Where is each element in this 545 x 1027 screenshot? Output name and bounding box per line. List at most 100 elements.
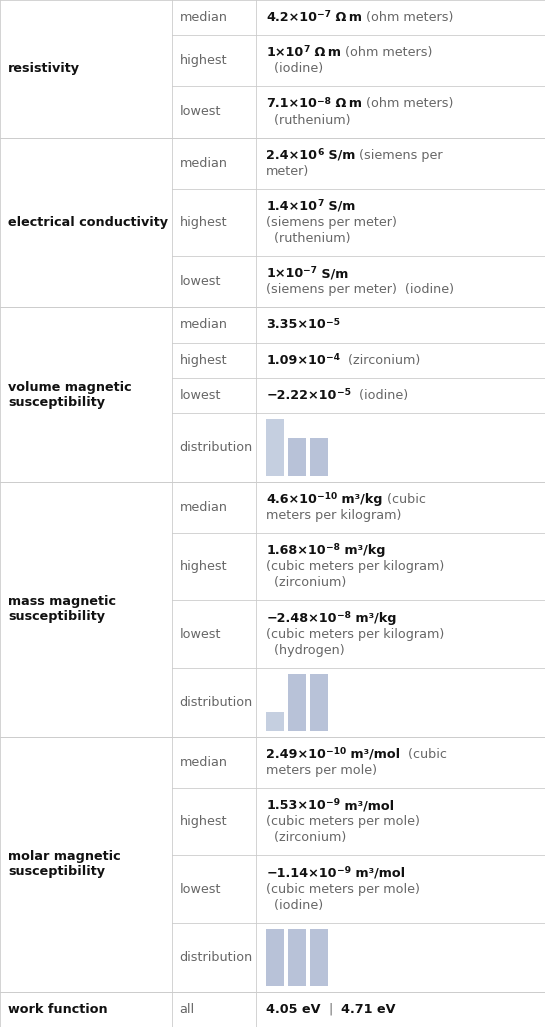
Text: (ruthenium): (ruthenium) (266, 114, 350, 126)
Bar (288, 674, 306, 731)
Text: (cubic meters per mole): (cubic meters per mole) (266, 882, 420, 896)
Text: −8: −8 (326, 543, 340, 553)
Text: highest: highest (180, 561, 227, 573)
Text: distribution: distribution (180, 696, 253, 709)
Text: molar magnetic
susceptibility: molar magnetic susceptibility (8, 850, 120, 878)
Text: (siemens per meter): (siemens per meter) (266, 216, 397, 229)
Text: highest: highest (180, 815, 227, 829)
Text: meters per kilogram): meters per kilogram) (266, 509, 402, 522)
Text: S/m: S/m (324, 149, 355, 161)
Text: (iodine): (iodine) (266, 63, 323, 75)
Text: (zirconium): (zirconium) (266, 832, 347, 844)
Text: highest: highest (180, 54, 227, 67)
Bar (266, 419, 284, 476)
Text: −9: −9 (326, 798, 340, 807)
Text: Ω m: Ω m (331, 11, 362, 24)
Bar (310, 674, 328, 731)
Text: highest: highest (180, 353, 227, 367)
Text: −10: −10 (317, 492, 337, 501)
Text: 4.05 eV: 4.05 eV (266, 1003, 320, 1016)
Text: lowest: lowest (180, 106, 221, 118)
Text: S/m: S/m (324, 200, 355, 213)
Text: median: median (180, 756, 228, 769)
Text: electrical conductivity: electrical conductivity (8, 216, 168, 229)
Text: −10: −10 (326, 747, 346, 756)
Text: highest: highest (180, 216, 227, 229)
Text: −1.14×10: −1.14×10 (266, 867, 337, 879)
Text: 1×10: 1×10 (266, 267, 304, 280)
Text: Ω m: Ω m (331, 98, 362, 111)
Text: (hydrogen): (hydrogen) (266, 644, 345, 656)
Text: S/m: S/m (317, 267, 349, 280)
Text: −5: −5 (336, 388, 350, 396)
Bar (266, 712, 284, 731)
Text: (iodine): (iodine) (266, 899, 323, 912)
Text: Ω m: Ω m (310, 46, 341, 60)
Text: (cubic: (cubic (383, 493, 426, 506)
Text: (ohm meters): (ohm meters) (341, 46, 432, 60)
Text: distribution: distribution (180, 951, 253, 963)
Text: 7: 7 (304, 45, 310, 54)
Text: 3.35×10: 3.35×10 (266, 318, 326, 332)
Text: lowest: lowest (180, 882, 221, 896)
Text: 2.4×10: 2.4×10 (266, 149, 317, 161)
Text: m³/kg: m³/kg (350, 611, 396, 624)
Text: meters per mole): meters per mole) (266, 764, 377, 777)
Text: resistivity: resistivity (8, 63, 80, 75)
Text: 1×10: 1×10 (266, 46, 304, 60)
Text: −4: −4 (326, 352, 340, 362)
Text: median: median (180, 11, 228, 24)
Text: m³/mol: m³/mol (340, 799, 394, 812)
Text: m³/mol: m³/mol (346, 748, 401, 761)
Text: volume magnetic
susceptibility: volume magnetic susceptibility (8, 381, 132, 409)
Text: (siemens per: (siemens per (355, 149, 443, 161)
Text: |: | (320, 1003, 341, 1016)
Text: m³/kg: m³/kg (337, 493, 383, 506)
Text: −5: −5 (326, 317, 340, 327)
Text: −9: −9 (337, 866, 351, 875)
Bar (266, 928, 284, 986)
Text: (iodine): (iodine) (350, 389, 408, 402)
Text: −2.48×10: −2.48×10 (266, 611, 337, 624)
Text: −2.22×10: −2.22×10 (266, 389, 336, 402)
Text: meter): meter) (266, 164, 310, 178)
Text: lowest: lowest (180, 389, 221, 402)
Text: distribution: distribution (180, 441, 253, 454)
Text: (zirconium): (zirconium) (340, 353, 420, 367)
Text: median: median (180, 157, 228, 169)
Text: 1.68×10: 1.68×10 (266, 544, 326, 558)
Text: lowest: lowest (180, 275, 221, 289)
Text: 7.1×10: 7.1×10 (266, 98, 317, 111)
Text: 7: 7 (317, 199, 324, 208)
Bar (310, 438, 328, 476)
Text: 1.53×10: 1.53×10 (266, 799, 326, 812)
Text: 1.09×10: 1.09×10 (266, 353, 326, 367)
Text: lowest: lowest (180, 627, 221, 641)
Text: 1.4×10: 1.4×10 (266, 200, 317, 213)
Text: (cubic meters per kilogram): (cubic meters per kilogram) (266, 561, 444, 573)
Text: (ohm meters): (ohm meters) (362, 98, 453, 111)
Text: (ohm meters): (ohm meters) (362, 11, 453, 24)
Text: median: median (180, 318, 228, 332)
Text: −7: −7 (317, 10, 331, 20)
Text: (ruthenium): (ruthenium) (266, 232, 350, 245)
Text: −8: −8 (337, 611, 350, 619)
Text: 4.6×10: 4.6×10 (266, 493, 317, 506)
Text: all: all (180, 1003, 195, 1016)
Text: 4.71 eV: 4.71 eV (341, 1003, 396, 1016)
Text: (cubic meters per mole): (cubic meters per mole) (266, 815, 420, 829)
Text: 2.49×10: 2.49×10 (266, 748, 326, 761)
Text: m³/mol: m³/mol (351, 867, 405, 879)
Text: (cubic: (cubic (401, 748, 447, 761)
Text: work function: work function (8, 1003, 107, 1016)
Text: (siemens per meter)  (iodine): (siemens per meter) (iodine) (266, 283, 454, 297)
Text: (cubic meters per kilogram): (cubic meters per kilogram) (266, 627, 444, 641)
Text: mass magnetic
susceptibility: mass magnetic susceptibility (8, 596, 116, 623)
Bar (288, 928, 306, 986)
Text: 6: 6 (317, 148, 324, 157)
Text: 4.2×10: 4.2×10 (266, 11, 317, 24)
Text: m³/kg: m³/kg (340, 544, 385, 558)
Text: −7: −7 (304, 266, 317, 275)
Text: (zirconium): (zirconium) (266, 576, 347, 589)
Text: −8: −8 (317, 97, 331, 106)
